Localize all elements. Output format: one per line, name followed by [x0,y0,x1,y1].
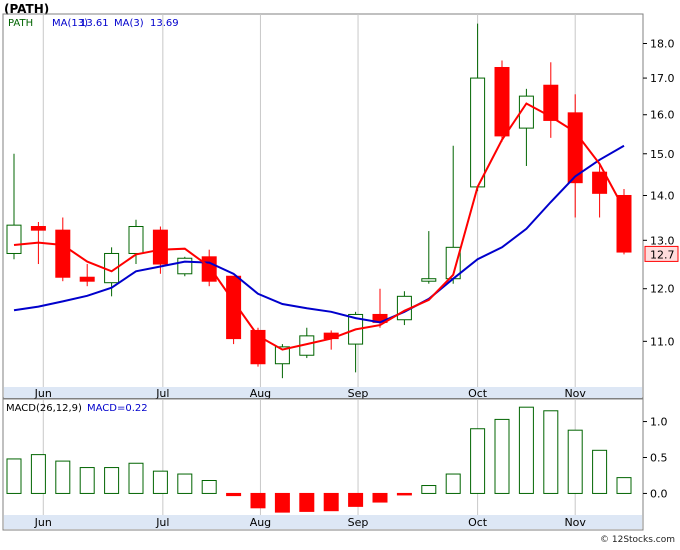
price-month-label: Oct [468,387,488,400]
macd-month-label: Oct [468,516,488,529]
macd-axis-ticks: 0.0 0.5 1.0 [643,416,668,500]
candle-body [30,226,46,231]
macd-bar [323,492,339,512]
legend-ma3-label: MA(3) [114,18,144,29]
macd-bar [274,492,290,513]
candle-body [201,256,217,282]
macd-month-label: Sep [348,516,369,529]
price-candles [6,23,632,379]
macd-legend-value: MACD=0.22 [87,403,148,414]
macd-bar [616,477,632,494]
macd-bar [250,492,266,509]
macd-tick-label: 0.5 [650,452,668,465]
macd-bars [6,406,632,513]
macd-bar [299,492,315,512]
price-tick-label: 18.0 [650,38,675,51]
legend-ticker: PATH [8,18,33,29]
price-tick-label: 14.0 [650,189,675,202]
macd-month-label: Nov [564,516,586,529]
macd-bar [592,449,608,494]
legend-ma3-value: 13.69 [150,18,179,29]
macd-bar [30,454,46,494]
price-month-label: Jul [155,387,169,400]
macd-bar [348,492,364,507]
macd-legend-label: MACD(26,12,9) [6,403,82,414]
price-tick-label: 12.0 [650,283,675,296]
last-price-box [644,245,679,262]
ma3-line [13,102,625,351]
price-axis-ticks: 11.0 12.0 13.0 14.0 15.0 16.0 17.0 18.0 [643,38,675,348]
macd-bar [372,492,388,503]
price-tick-label: 11.0 [650,335,675,348]
price-tick-label: 13.0 [650,234,675,247]
macd-bar [201,480,217,494]
price-tick-label: 15.0 [650,148,675,161]
macd-bar [518,406,534,494]
macd-month-band [4,515,642,529]
candle-body [592,171,608,194]
macd-bar [177,473,193,494]
macd-bar [494,418,510,494]
macd-bar [543,410,559,494]
last-price-marker: 12.7 [644,245,679,262]
macd-bar [79,467,95,494]
candle-body [518,95,534,129]
macd-bar [152,470,168,494]
last-price-label: 12.7 [650,248,675,261]
candle-body [616,194,632,253]
macd-month-label: Jul [155,516,169,529]
macd-bar [445,473,461,494]
candle-body [494,66,510,137]
price-tick-label: 16.0 [650,109,675,122]
macd-bar [55,460,71,494]
candle-body [79,276,95,282]
candle-body [421,278,437,282]
macd-bar [104,467,120,494]
price-tick-label: 17.0 [650,72,675,85]
price-month-label: Jun [34,387,52,400]
candle-body [55,229,71,278]
candle-body [274,346,290,365]
macd-bar [470,428,486,494]
ticker-title: (PATH) [4,2,49,16]
legend-ma13-value: 13.61 [80,18,109,29]
ma13-line [13,144,625,324]
candle-body [470,77,486,188]
candle-body [543,84,559,121]
macd-tick-label: 0.0 [650,487,668,500]
macd-panel-frame [2,398,644,531]
macd-month-label: Aug [250,516,271,529]
candle-body [152,229,168,265]
macd-tick-label: 1.0 [650,416,668,429]
macd-bar [567,429,583,494]
price-month-label: Nov [564,387,586,400]
candle-body [177,257,193,275]
price-month-label: Sep [348,387,369,400]
candle-body [6,224,22,254]
legend-ma13-label: MA(13) [52,18,88,29]
macd-bar [396,492,412,496]
candle-body [226,275,242,340]
price-month-band [4,387,642,398]
macd-bar [421,485,437,494]
watermark: © 12Stocks.com [600,535,675,545]
candle-body [128,226,144,254]
macd-bar [6,458,22,494]
macd-month-label: Jun [34,516,52,529]
macd-bar [226,492,242,497]
price-month-label: Aug [250,387,271,400]
macd-bar [128,462,144,494]
